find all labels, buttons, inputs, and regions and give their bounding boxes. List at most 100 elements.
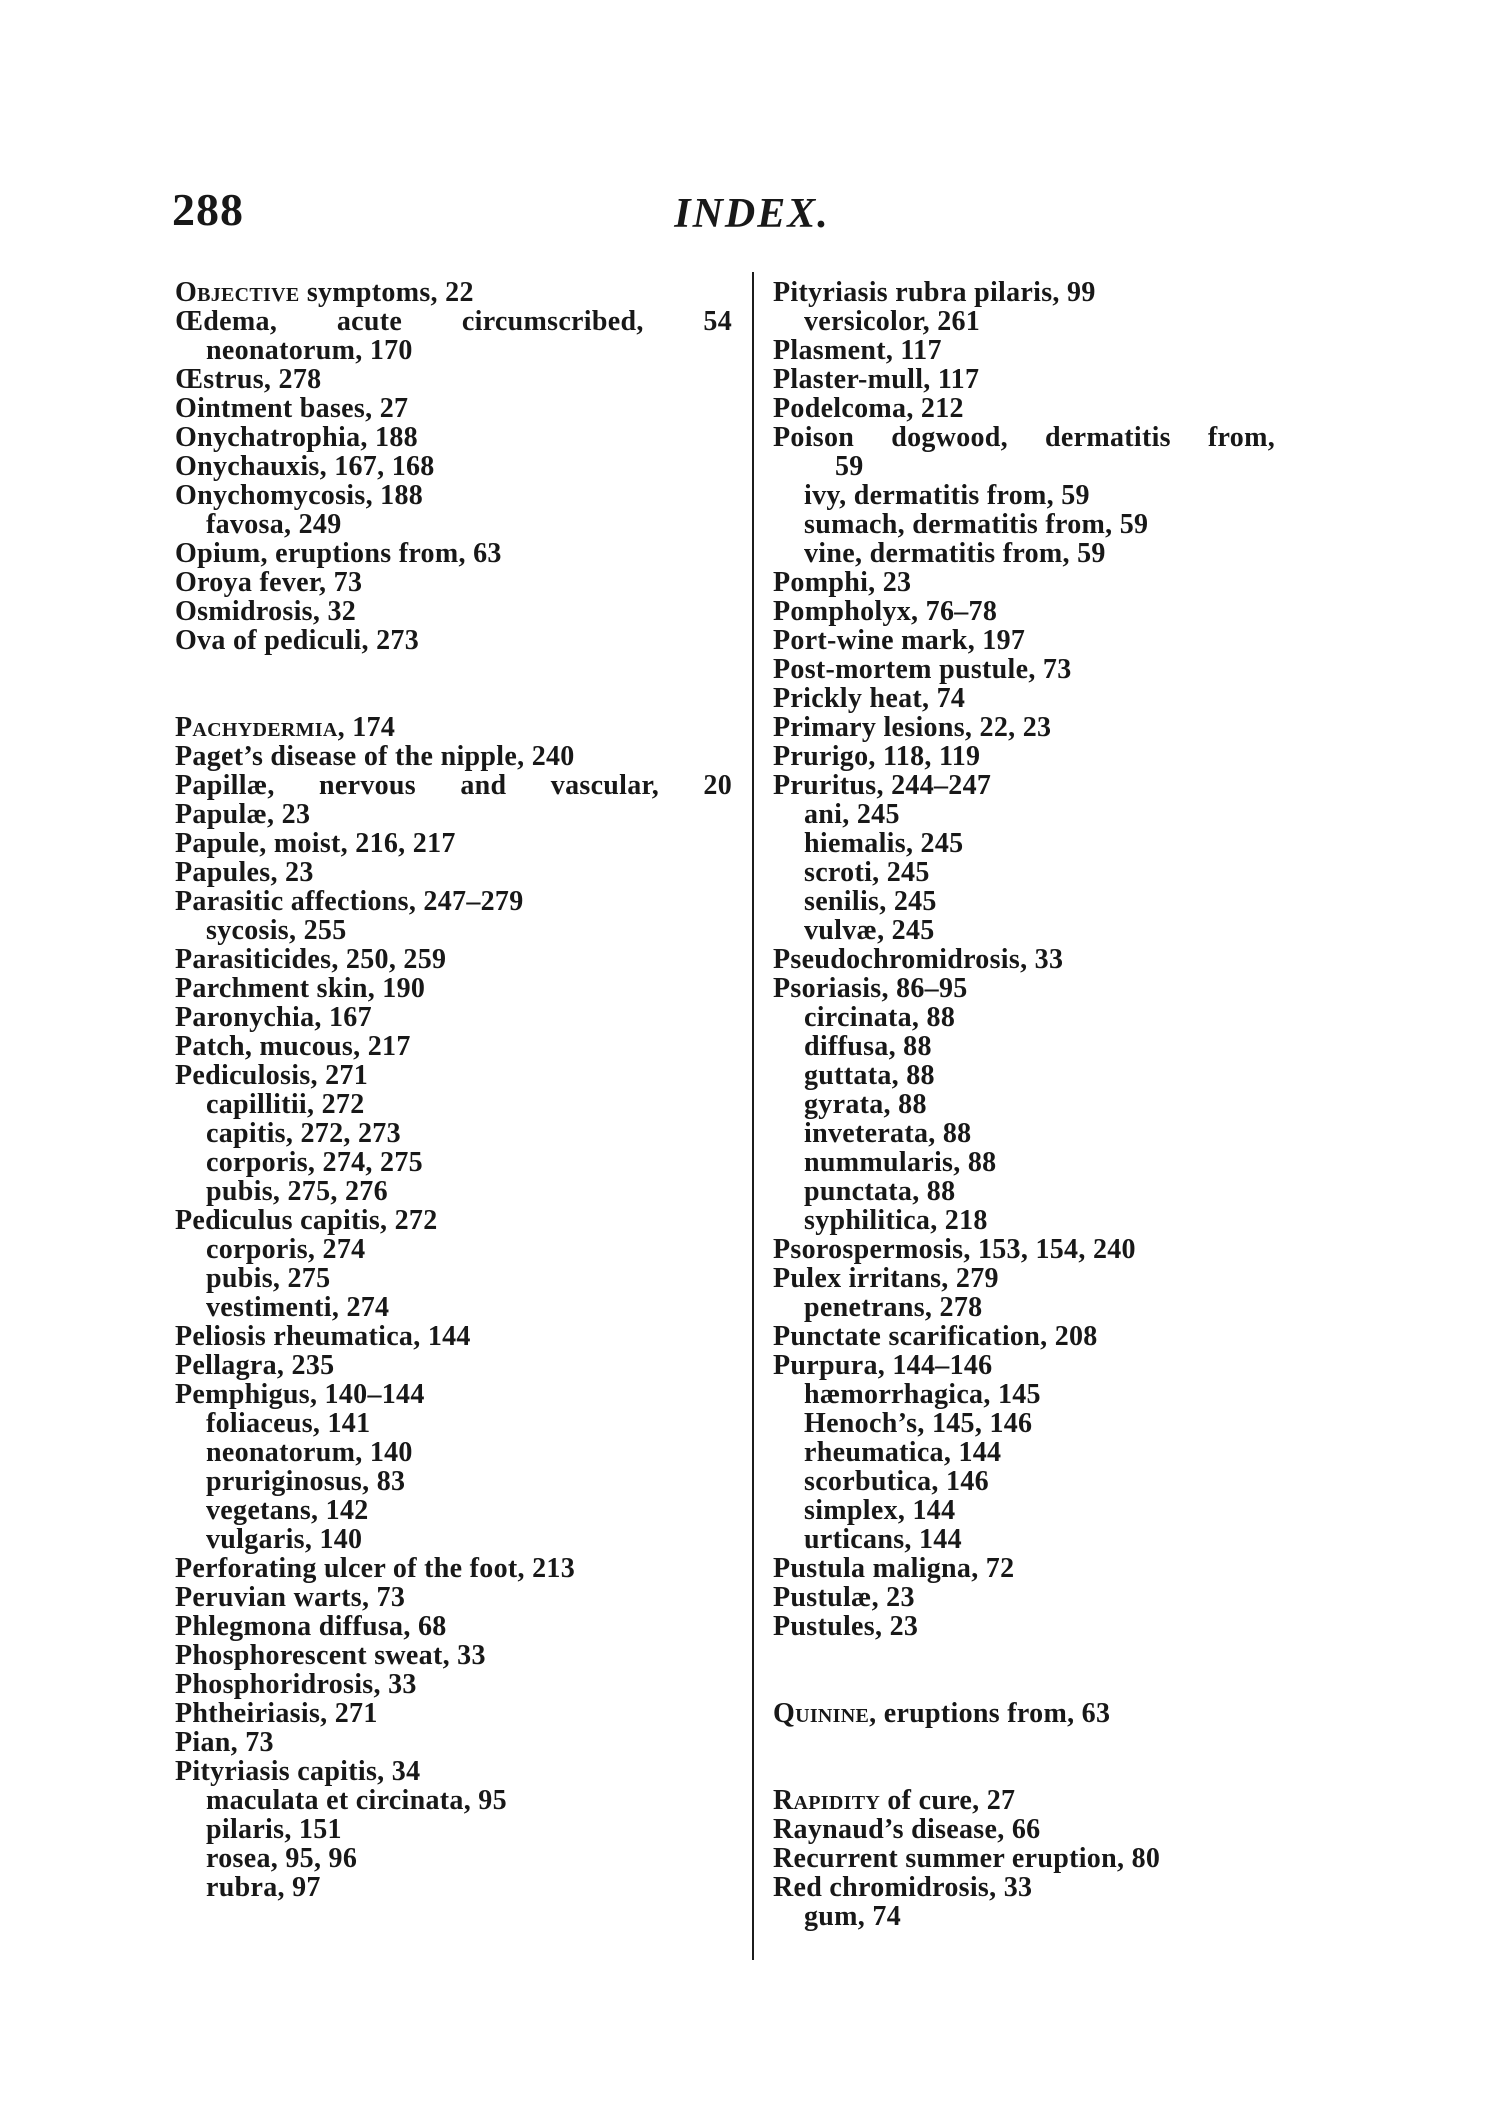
index-entry: gum, 74: [804, 1901, 901, 1932]
index-entry: vulgaris, 140: [206, 1524, 363, 1555]
blank-line: [773, 1641, 1275, 1670]
index-entry: Purpura, 144–146: [773, 1350, 993, 1381]
index-entry: Opium, eruptions from, 63: [175, 538, 502, 569]
index-entry: ani, 245: [804, 799, 900, 830]
index-entry: Plaster-mull, 117: [773, 364, 980, 395]
index-entry: Pomphi, 23: [773, 567, 912, 598]
blank-line: [175, 655, 732, 684]
index-entry: Onychomycosis, 188: [175, 480, 424, 511]
index-entry: Henoch’s, 145, 146: [804, 1408, 1033, 1439]
index-entry: syphilitica, 218: [804, 1205, 988, 1236]
index-entry: senilis, 245: [804, 886, 937, 917]
index-entry: corporis, 274: [206, 1234, 366, 1265]
index-entry: Onychauxis, 167, 168: [175, 451, 435, 482]
index-entry: guttata, 88: [804, 1060, 935, 1091]
index-entry: Phosphorescent sweat, 33: [175, 1640, 486, 1671]
page-number: 288: [172, 184, 244, 235]
index-entry: hæmorrhagica, 145: [804, 1379, 1041, 1410]
index-entry: Parasitic affections, 247–279: [175, 886, 524, 917]
index-entry: Raynaud’s disease, 66: [773, 1814, 1041, 1845]
index-entry: Plasment, 117: [773, 335, 942, 366]
index-entry: vulvæ, 245: [804, 915, 935, 946]
page-title: INDEX.: [674, 191, 830, 237]
index-entry: favosa, 249: [206, 509, 342, 540]
index-entry: Recurrent summer eruption, 80: [773, 1843, 1161, 1874]
index-entry: Ointment bases, 27: [175, 393, 409, 424]
index-entry: versicolor, 261: [804, 306, 981, 337]
index-entry: simplex, 144: [804, 1495, 956, 1526]
index-entry: Primary lesions, 22, 23: [773, 712, 1052, 743]
index-entry: Oroya fever, 73: [175, 567, 363, 598]
index-entry: hiemalis, 245: [804, 828, 964, 859]
index-entry: Pediculus capitis, 272: [175, 1205, 438, 1236]
index-entry: Phlegmona diffusa, 68: [175, 1611, 447, 1642]
index-entry: vine, dermatitis from, 59: [804, 538, 1106, 569]
index-entry: Papule, moist, 216, 217: [175, 828, 456, 859]
column-divider: [752, 272, 754, 1960]
index-entry: penetrans, 278: [804, 1292, 983, 1323]
index-entry: nummularis, 88: [804, 1147, 997, 1178]
index-entry: Poison dogwood, dermatitis from,: [773, 422, 1275, 453]
index-entry: Red chromidrosis, 33: [773, 1872, 1033, 1903]
index-entry: Port-wine mark, 197: [773, 625, 1026, 656]
index-entry: diffusa, 88: [804, 1031, 932, 1062]
index-entry: Pachydermia, 174: [175, 712, 396, 743]
index-entry: Onychatrophia, 188: [175, 422, 418, 453]
index-entry: Objective symptoms, 22: [175, 277, 474, 308]
index-entry: Papulæ, 23: [175, 799, 311, 830]
index-entry: rubra, 97: [206, 1872, 321, 1903]
index-entry: Patch, mucous, 217: [175, 1031, 411, 1062]
index-entry: capillitii, 272: [206, 1089, 365, 1120]
index-entry: Phosphoridrosis, 33: [175, 1669, 417, 1700]
index-entry: foliaceus, 141: [206, 1408, 371, 1439]
index-entry: maculata et circinata, 95: [206, 1785, 507, 1816]
index-entry: Phtheiriasis, 271: [175, 1698, 378, 1729]
index-entry-lead-smallcaps: Objective: [175, 277, 300, 308]
index-entry: Podelcoma, 212: [773, 393, 964, 424]
index-entry: Perforating ulcer of the foot, 213: [175, 1553, 576, 1584]
blank-line: [773, 1728, 1275, 1757]
index-entry: Paronychia, 167: [175, 1002, 372, 1033]
index-entry-lead-smallcaps: Quinine: [773, 1698, 870, 1729]
index-entry: Osmidrosis, 32: [175, 596, 357, 627]
index-entry: urticans, 144: [804, 1524, 962, 1555]
index-entry: circinata, 88: [804, 1002, 956, 1033]
index-entry: Paget’s disease of the nipple, 240: [175, 741, 575, 772]
index-entry: scroti, 245: [804, 857, 930, 888]
index-entry: Pemphigus, 140–144: [175, 1379, 425, 1410]
index-entry: Prickly heat, 74: [773, 683, 966, 714]
index-entry: Pustulæ, 23: [773, 1582, 915, 1613]
index-entry: Psorospermosis, 153, 154, 240: [773, 1234, 1136, 1265]
blank-line: [773, 1670, 1275, 1699]
index-entry: Pseudochromidrosis, 33: [773, 944, 1064, 975]
index-entry: Punctate scarification, 208: [773, 1321, 1098, 1352]
index-entry: Pruritus, 244–247: [773, 770, 992, 801]
blank-line: [175, 684, 732, 713]
index-entry: pubis, 275: [206, 1263, 331, 1294]
index-entry: pruriginosus, 83: [206, 1466, 406, 1497]
index-column-right: Pityriasis rubra pilaris, 99 versicolor, …: [773, 278, 1275, 1931]
index-entry: Œdema, acute circumscribed, 54: [175, 306, 732, 337]
index-entry: scorbutica, 146: [804, 1466, 989, 1497]
index-entry: Pityriasis capitis, 34: [175, 1756, 421, 1787]
index-entry: Pityriasis rubra pilaris, 99: [773, 277, 1096, 308]
index-entry: punctata, 88: [804, 1176, 956, 1207]
index-entry: vestimenti, 274: [206, 1292, 390, 1323]
index-entry: pilaris, 151: [206, 1814, 342, 1845]
index-entry: Parchment skin, 190: [175, 973, 426, 1004]
index-entry: ivy, dermatitis from, 59: [804, 480, 1090, 511]
index-entry-lead-smallcaps: Pachydermia: [175, 712, 338, 743]
index-entry: corporis, 274, 275: [206, 1147, 423, 1178]
index-entry: Rapidity of cure, 27: [773, 1785, 1016, 1816]
index-entry: neonatorum, 140: [206, 1437, 413, 1468]
index-entry: capitis, 272, 273: [206, 1118, 401, 1149]
index-entry: gyrata, 88: [804, 1089, 927, 1120]
index-entry: Pustules, 23: [773, 1611, 919, 1642]
index-entry: Papules, 23: [175, 857, 314, 888]
index-entry: Papillæ, nervous and vascular, 20: [175, 770, 732, 801]
index-entry: pubis, 275, 276: [206, 1176, 388, 1207]
index-entry: rosea, 95, 96: [206, 1843, 358, 1874]
index-column-left: Objective symptoms, 22 Œdema, acute circu…: [175, 278, 732, 1902]
index-entry: Œstrus, 278: [175, 364, 322, 395]
index-entry: Pediculosis, 271: [175, 1060, 369, 1091]
